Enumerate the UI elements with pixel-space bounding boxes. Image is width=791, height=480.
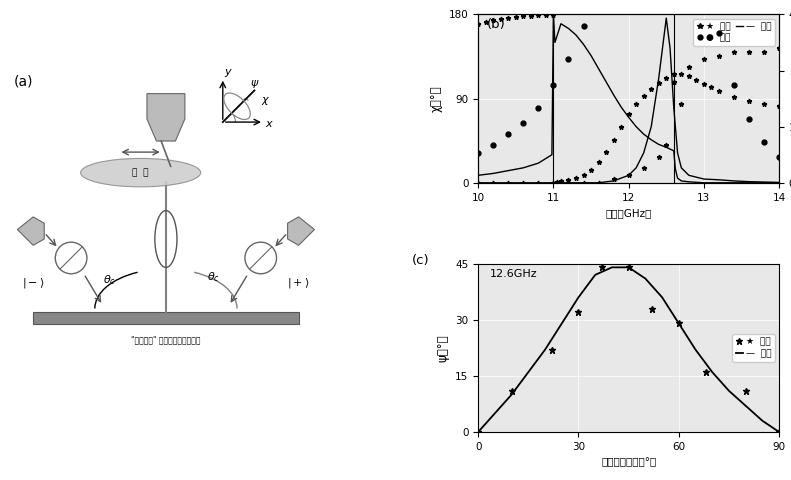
Text: $\theta_c$: $\theta_c$ [103,273,115,287]
Text: $\chi$: $\chi$ [261,95,271,107]
Y-axis label: ψ（°）: ψ（°） [437,334,449,361]
Text: $\theta_c$: $\theta_c$ [206,270,220,284]
Text: (c): (c) [412,253,430,266]
Legend: ★  实验, ●  实验, —  输入: ★ 实验, ● 实验, — 输入 [693,19,774,46]
Text: (a): (a) [14,75,34,89]
Text: 12.6GHz: 12.6GHz [490,269,538,279]
Text: "旋转结构" 电磁特异介质超表面: "旋转结构" 电磁特异介质超表面 [131,336,201,345]
X-axis label: 波片转动角度（°）: 波片转动角度（°） [601,457,657,467]
Text: $x$: $x$ [266,119,274,129]
Legend: ★  实验, —  输入: ★ 实验, — 输入 [732,334,774,362]
Polygon shape [17,217,44,245]
Text: $|+\rangle$: $|+\rangle$ [287,276,310,290]
X-axis label: 频率（GHz）: 频率（GHz） [605,208,652,218]
Ellipse shape [81,158,201,187]
Polygon shape [147,94,185,141]
Bar [33,312,299,324]
Text: (b): (b) [487,18,506,31]
Y-axis label: χ（°）: χ（°） [430,85,443,112]
Text: $y$: $y$ [225,67,233,79]
Polygon shape [288,217,315,245]
Text: $|-\rangle$: $|-\rangle$ [22,276,44,290]
Text: 玻  片: 玻 片 [132,168,149,177]
Text: $\psi$: $\psi$ [250,78,259,90]
